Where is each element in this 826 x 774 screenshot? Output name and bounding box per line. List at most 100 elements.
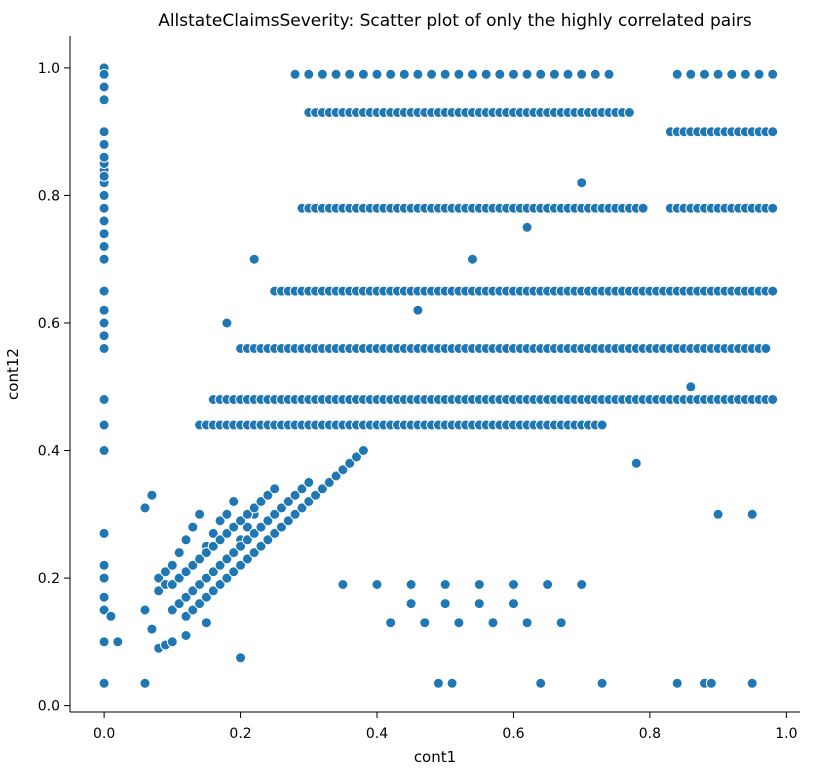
data-point bbox=[767, 126, 779, 138]
data-point bbox=[98, 215, 110, 227]
data-point bbox=[194, 598, 206, 610]
data-point bbox=[241, 521, 253, 533]
data-point bbox=[173, 547, 185, 559]
data-point bbox=[248, 253, 260, 265]
data-point bbox=[228, 496, 240, 507]
data-point bbox=[173, 598, 185, 610]
data-point bbox=[235, 652, 247, 664]
data-point bbox=[200, 572, 212, 584]
data-point bbox=[289, 68, 301, 80]
data-point bbox=[221, 572, 233, 584]
data-point bbox=[187, 604, 199, 616]
data-point bbox=[180, 566, 192, 578]
data-point bbox=[337, 464, 349, 476]
data-point bbox=[98, 202, 110, 214]
data-point bbox=[398, 68, 410, 80]
data-point bbox=[289, 508, 301, 520]
data-point bbox=[105, 610, 117, 622]
data-point bbox=[166, 579, 178, 590]
data-point bbox=[262, 489, 274, 501]
data-point bbox=[235, 540, 247, 552]
data-point bbox=[589, 68, 601, 80]
data-points bbox=[98, 62, 779, 689]
data-point bbox=[357, 68, 369, 80]
x-tick-label: 0.2 bbox=[229, 726, 251, 742]
data-point bbox=[98, 151, 110, 163]
data-point bbox=[555, 617, 567, 629]
data-point bbox=[214, 534, 226, 546]
data-point bbox=[98, 559, 110, 571]
y-tick-label: 0.8 bbox=[38, 188, 60, 204]
x-tick-label: 0.8 bbox=[639, 726, 661, 742]
y-axis-label: cont12 bbox=[4, 348, 22, 400]
data-point bbox=[446, 677, 458, 689]
data-point bbox=[351, 451, 362, 463]
data-point bbox=[166, 604, 178, 616]
data-point bbox=[576, 579, 588, 590]
data-point bbox=[548, 68, 560, 80]
data-point bbox=[221, 508, 233, 520]
data-point bbox=[248, 547, 260, 559]
data-point bbox=[685, 68, 697, 80]
data-point bbox=[98, 241, 110, 252]
data-point bbox=[276, 502, 287, 514]
data-point bbox=[473, 579, 485, 590]
data-point bbox=[282, 515, 294, 527]
data-point bbox=[98, 343, 110, 354]
x-tick-label: 0.4 bbox=[366, 726, 388, 742]
data-point bbox=[487, 617, 499, 629]
data-point bbox=[405, 598, 417, 610]
y-tick-label: 1.0 bbox=[38, 61, 60, 77]
y-tick-label: 0.6 bbox=[38, 316, 60, 332]
data-point bbox=[596, 419, 608, 431]
data-point bbox=[98, 527, 110, 539]
data-point bbox=[760, 343, 772, 354]
data-point bbox=[310, 489, 322, 501]
data-point bbox=[241, 534, 253, 546]
data-point bbox=[357, 445, 369, 456]
data-point bbox=[241, 508, 253, 520]
data-point bbox=[98, 445, 110, 456]
data-point bbox=[269, 527, 281, 539]
data-point bbox=[98, 285, 110, 297]
data-point bbox=[296, 502, 308, 514]
data-point bbox=[508, 68, 519, 80]
data-point bbox=[241, 553, 253, 565]
data-point bbox=[282, 496, 294, 507]
data-point bbox=[98, 138, 110, 150]
data-point bbox=[521, 221, 533, 233]
data-point bbox=[98, 170, 110, 182]
data-point bbox=[98, 591, 110, 603]
data-point bbox=[187, 521, 199, 533]
data-point bbox=[467, 253, 478, 265]
data-point bbox=[453, 617, 465, 629]
data-point bbox=[330, 470, 342, 482]
data-point bbox=[323, 476, 335, 488]
data-point bbox=[180, 591, 192, 603]
data-point bbox=[166, 559, 178, 571]
data-point bbox=[262, 534, 274, 546]
data-point bbox=[412, 304, 424, 316]
data-point bbox=[385, 68, 397, 80]
data-point bbox=[746, 677, 758, 689]
x-axis-label: cont1 bbox=[414, 748, 456, 766]
data-point bbox=[439, 598, 451, 610]
x-tick-label: 0.6 bbox=[502, 726, 524, 742]
data-point bbox=[535, 68, 547, 80]
data-point bbox=[228, 521, 240, 533]
data-point bbox=[576, 68, 588, 80]
data-point bbox=[521, 68, 533, 80]
data-point bbox=[562, 68, 574, 80]
data-point bbox=[207, 585, 219, 597]
data-point bbox=[705, 677, 717, 689]
data-point bbox=[767, 394, 779, 405]
data-point bbox=[439, 579, 451, 590]
data-point bbox=[200, 547, 212, 559]
data-point bbox=[207, 527, 219, 539]
x-axis-ticks: 0.0 0.2 0.4 0.6 0.8 1.0 bbox=[93, 712, 797, 742]
data-point bbox=[276, 521, 287, 533]
data-point bbox=[255, 496, 267, 507]
data-point bbox=[194, 579, 206, 590]
data-point bbox=[228, 547, 240, 559]
